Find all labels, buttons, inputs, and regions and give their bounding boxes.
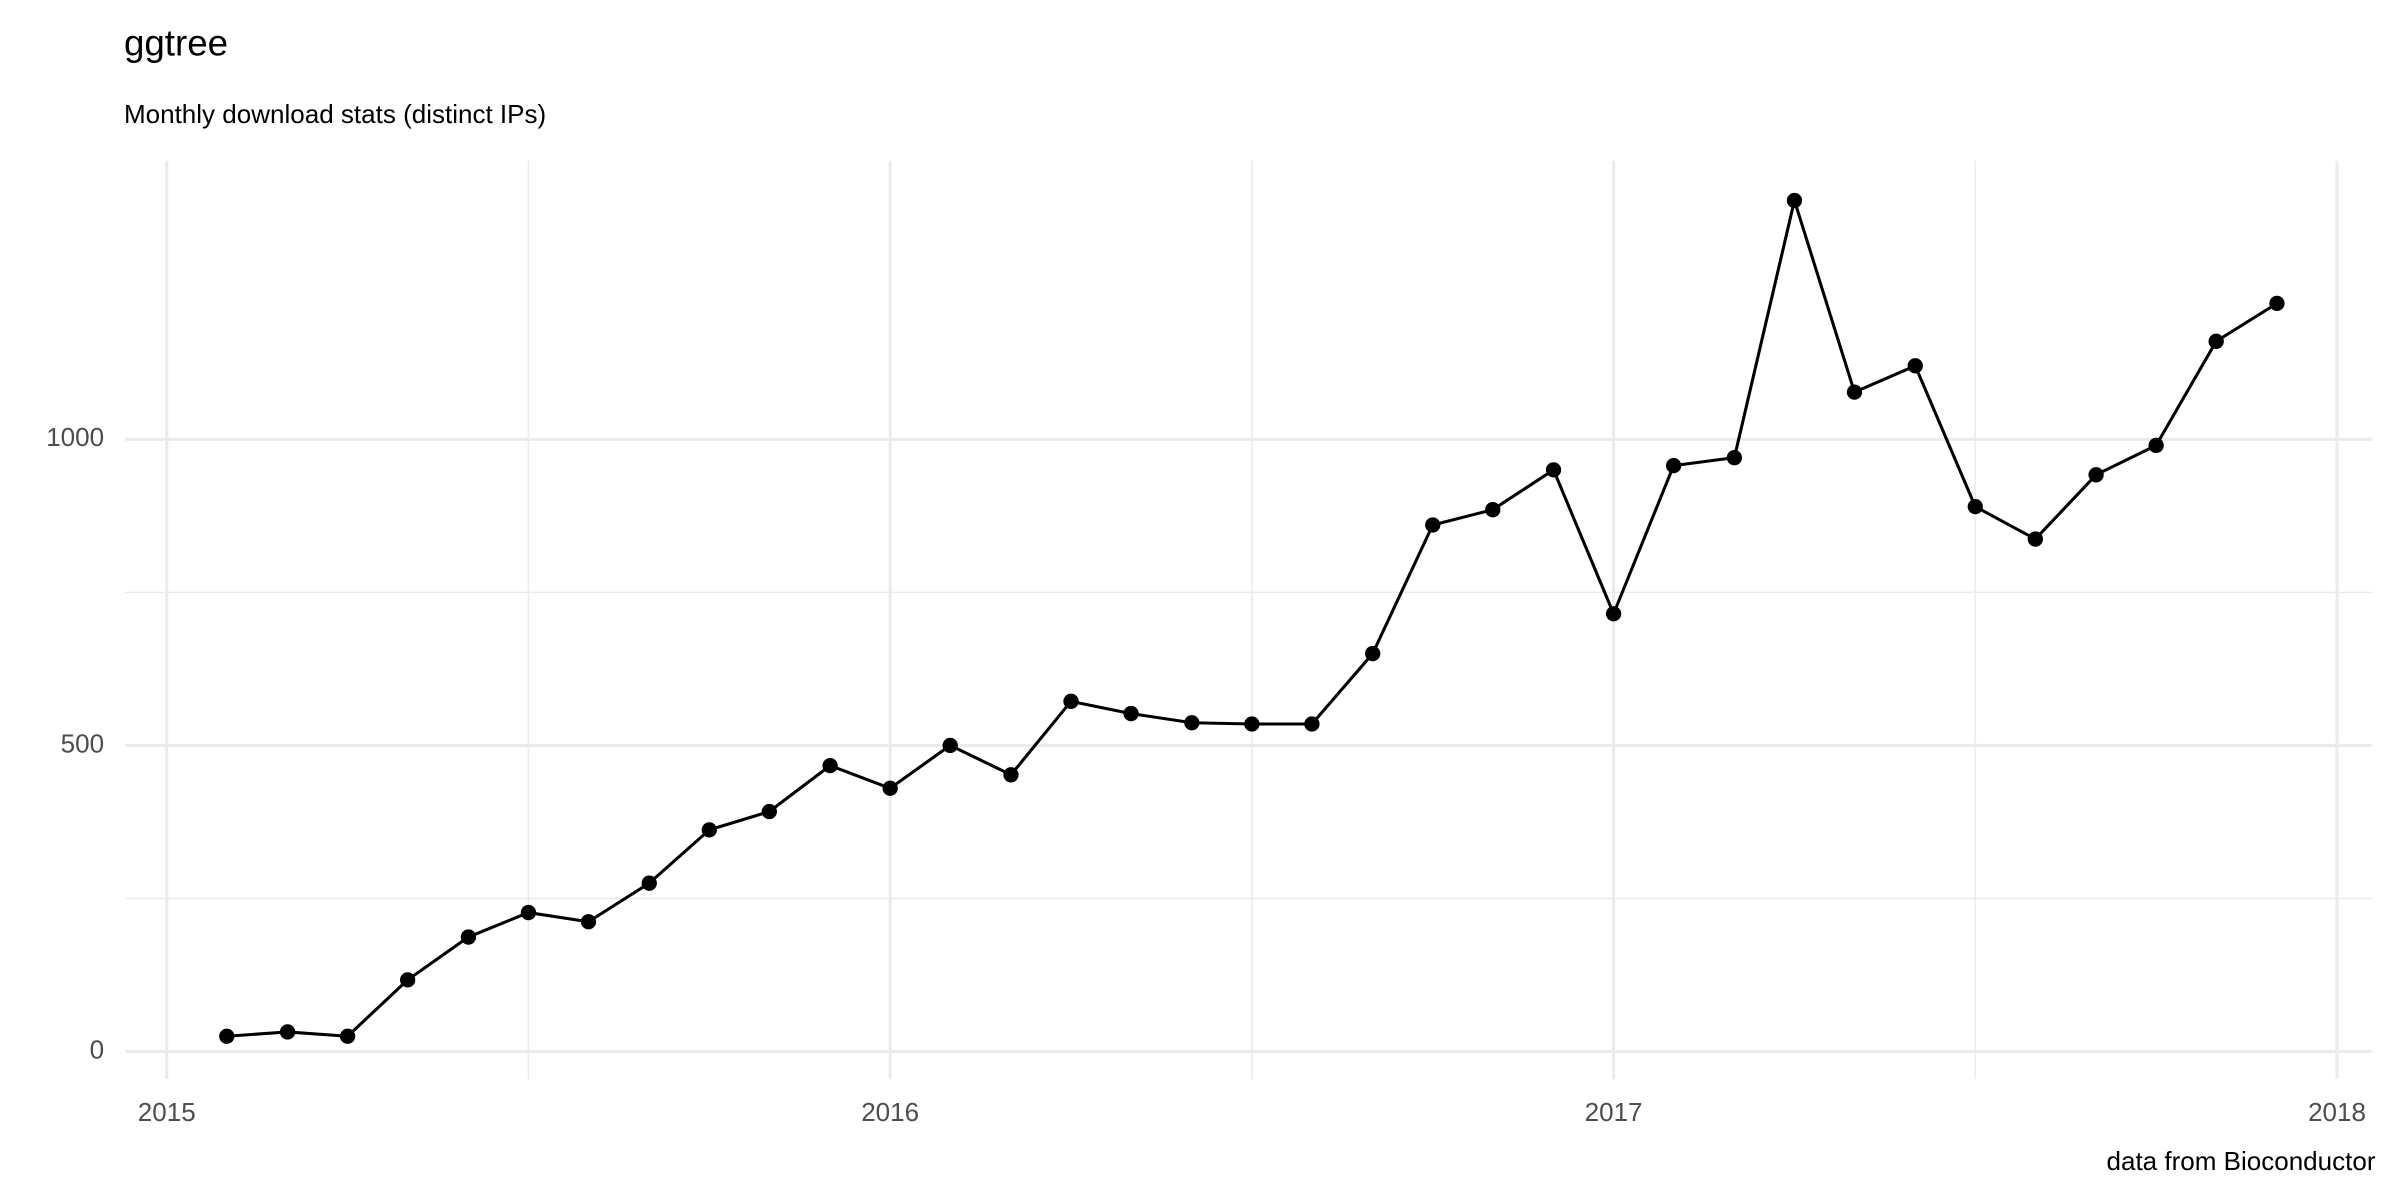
point — [822, 757, 838, 774]
point — [701, 822, 717, 838]
point — [761, 803, 778, 820]
point — [580, 914, 597, 930]
point — [2027, 531, 2043, 547]
point — [1184, 715, 1200, 731]
x-tick-label: 2018 — [2308, 1097, 2366, 1127]
point — [641, 875, 657, 891]
point — [2148, 437, 2164, 454]
chart-subtitle: Monthly download stats (distinct IPs) — [124, 99, 546, 129]
x-tick-label: 2016 — [861, 1097, 919, 1127]
y-tick-label: 0 — [90, 1034, 104, 1064]
x-tick-label: 2015 — [138, 1097, 196, 1127]
point — [1786, 192, 1803, 209]
point — [219, 1028, 235, 1044]
point — [1003, 767, 1019, 783]
point — [1605, 606, 1622, 622]
point — [339, 1028, 356, 1044]
point — [1123, 705, 1139, 722]
point — [460, 929, 477, 945]
point — [1063, 693, 1079, 709]
x-tick-label: 2017 — [1585, 1097, 1643, 1127]
point — [942, 737, 958, 754]
point — [2208, 333, 2224, 349]
point — [1365, 645, 1381, 662]
point — [1244, 716, 1260, 732]
point — [399, 972, 416, 988]
point — [1304, 716, 1320, 732]
grid — [125, 160, 2373, 1080]
point — [2088, 467, 2104, 483]
y-tick-label: 500 — [61, 728, 104, 758]
point — [1425, 517, 1441, 533]
point — [2269, 295, 2285, 312]
point — [279, 1024, 296, 1040]
point — [1485, 502, 1501, 518]
point — [520, 904, 537, 921]
point — [882, 780, 898, 796]
plot-area — [219, 192, 2285, 1044]
caption: data from Bioconductor — [2107, 1146, 2376, 1176]
point — [1545, 462, 1562, 478]
point — [1665, 457, 1682, 474]
point — [1967, 498, 1983, 515]
point — [1907, 358, 1923, 374]
point — [1726, 450, 1743, 466]
point — [1846, 384, 1863, 400]
chart-title: ggtree — [124, 23, 228, 64]
y-tick-label: 1000 — [46, 422, 104, 452]
